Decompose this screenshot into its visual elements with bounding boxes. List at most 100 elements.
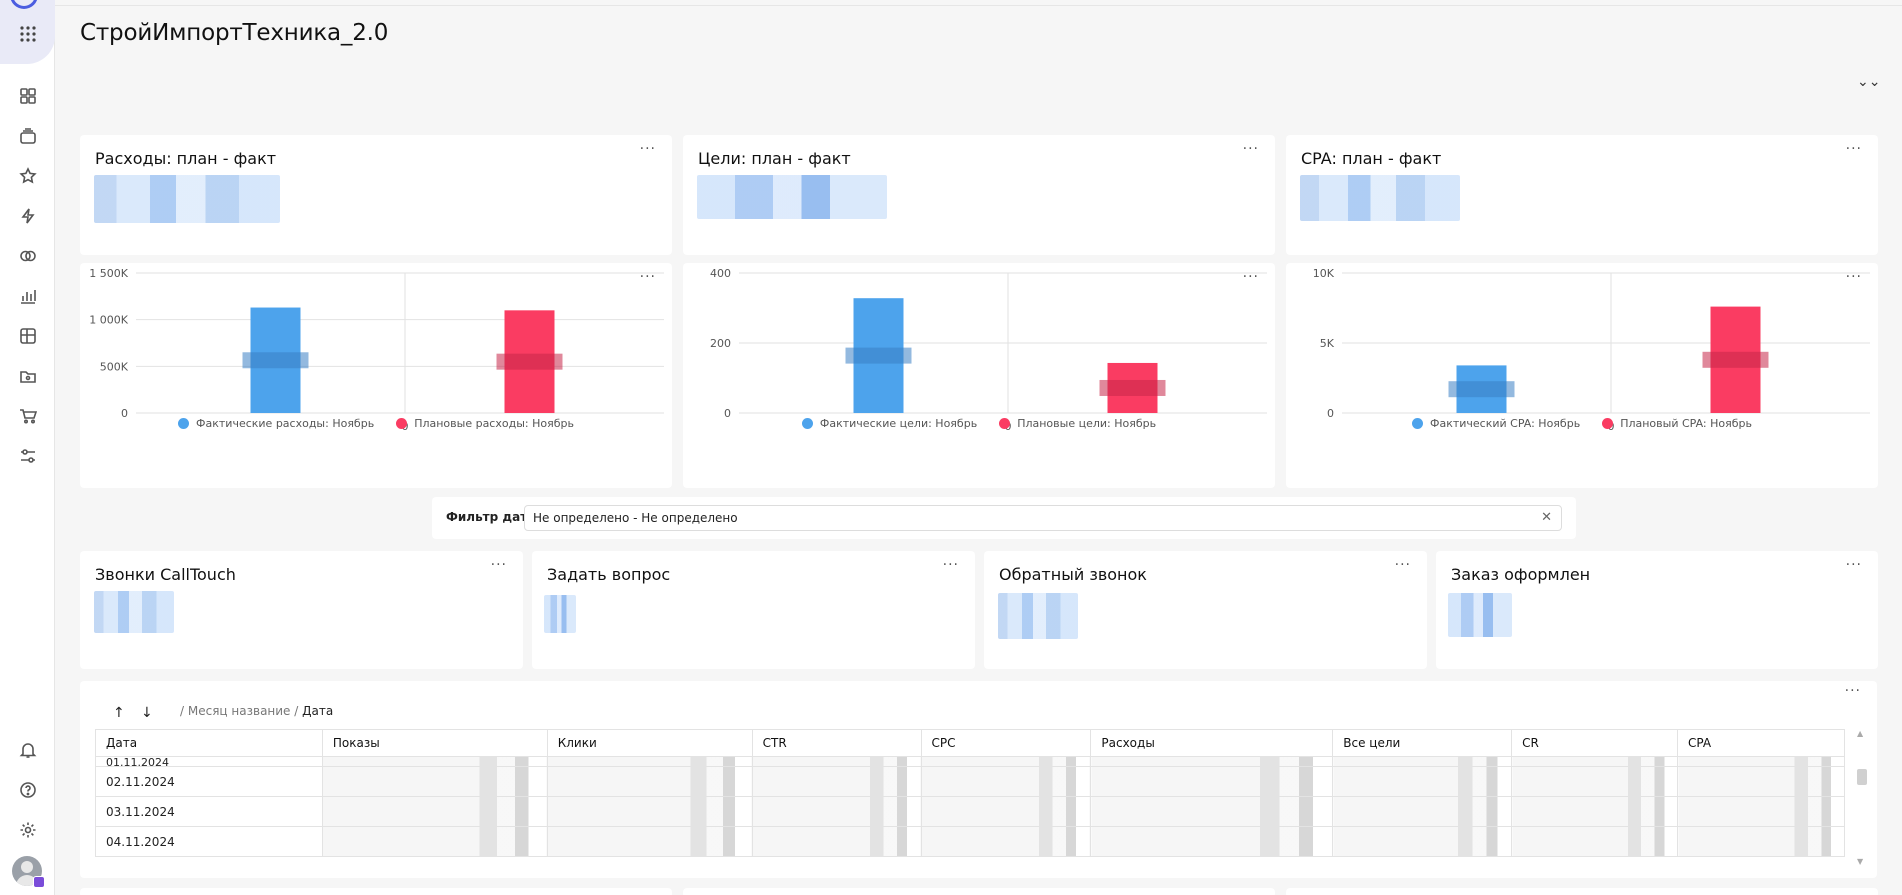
goal-card-callback: Обратный звонок ··· — [984, 551, 1427, 669]
top-divider — [55, 5, 1902, 6]
masked-value — [1448, 593, 1512, 637]
scrollbar-thumb[interactable] — [1857, 769, 1867, 785]
masked-data-label — [845, 347, 912, 364]
legend-item[interactable]: Плановые расходы: Ноябрь — [396, 417, 574, 430]
column-header[interactable]: Клики — [546, 729, 753, 757]
breadcrumb-date: Дата — [302, 704, 334, 718]
column-header[interactable]: Дата — [95, 729, 323, 757]
chart-card-cpa: ··· 10K5K00 Фактический CPA: Ноябрь План… — [1286, 263, 1878, 488]
masked-data-label — [1702, 351, 1769, 368]
bell-icon[interactable] — [18, 740, 38, 760]
legend-label: Фактический CPA: Ноябрь — [1430, 417, 1581, 430]
legend-item[interactable]: Фактический CPA: Ноябрь — [1412, 417, 1580, 430]
kpi-card-goals: Цели: план - факт ··· — [683, 135, 1275, 255]
more-menu-button[interactable]: ··· — [1845, 141, 1862, 157]
gear-icon[interactable] — [18, 820, 38, 840]
masked-cell — [921, 826, 1092, 857]
more-menu-button[interactable]: ··· — [639, 141, 656, 157]
legend-dot — [178, 418, 190, 429]
clear-icon[interactable]: ✕ — [1541, 510, 1552, 525]
masked-cell — [752, 826, 922, 857]
legend-label: Плановый CPA: Ноябрь — [1620, 417, 1752, 430]
stats-table-card: ··· ↑ ↓ / Месяц название / Дата Дата Пок… — [80, 681, 1877, 878]
column-header[interactable]: CR — [1511, 729, 1679, 757]
masked-cell — [547, 756, 753, 767]
masked-data-label — [496, 353, 563, 370]
legend-item[interactable]: Фактические расходы: Ноябрь — [178, 417, 374, 430]
cart-icon[interactable] — [18, 406, 38, 426]
masked-cell — [322, 766, 548, 797]
masked-cell — [1677, 826, 1845, 857]
y-tick-label: 1 500K — [89, 267, 128, 280]
legend-item[interactable]: Плановый CPA: Ноябрь — [1602, 417, 1752, 430]
dashboard-icon[interactable] — [18, 86, 38, 106]
apps-grid-icon[interactable] — [18, 24, 38, 44]
legend-dot — [1602, 418, 1614, 429]
masked-cell — [921, 766, 1092, 797]
masked-cell — [1511, 796, 1679, 827]
more-menu-button[interactable]: ··· — [490, 557, 507, 573]
table-header-row: Дата Показы Клики CTR CPC Расходы Все це… — [95, 729, 1845, 757]
legend-dot — [999, 418, 1011, 429]
column-header[interactable]: CTR — [751, 729, 922, 757]
kpi-card-title: Цели: план - факт — [698, 149, 851, 168]
date-range-input[interactable]: Не определено - Не определено ✕ — [524, 505, 1562, 531]
column-header[interactable]: CPC — [920, 729, 1092, 757]
y-tick-label: 10K — [1313, 267, 1335, 280]
chart-icon[interactable] — [18, 286, 38, 306]
breadcrumb-separator: / — [294, 704, 299, 718]
masked-cell — [1090, 766, 1334, 797]
column-header[interactable]: Показы — [321, 729, 548, 757]
sliders-icon[interactable] — [18, 446, 38, 466]
legend-item[interactable]: Фактические цели: Ноябрь — [801, 417, 977, 430]
goal-card-title: Обратный звонок — [999, 565, 1147, 584]
more-menu-button[interactable]: ··· — [1242, 141, 1259, 157]
goal-card-calltouch: Звонки CallTouch ··· — [80, 551, 523, 669]
folder-icon[interactable] — [18, 366, 38, 386]
y-tick-label: 5K — [1320, 337, 1335, 350]
table-row[interactable]: 01.11.2024 — [95, 756, 1845, 767]
goal-card-question: Задать вопрос ··· — [532, 551, 975, 669]
table-row[interactable]: 03.11.2024 — [95, 796, 1845, 827]
table-row[interactable]: 04.11.2024 — [95, 826, 1845, 857]
breadcrumb-month[interactable]: Месяц название — [187, 704, 291, 718]
next-card — [1286, 888, 1878, 895]
masked-cell — [1332, 766, 1513, 797]
more-menu-button[interactable]: ··· — [942, 557, 959, 573]
column-header[interactable]: CPA — [1677, 729, 1845, 757]
masked-cell — [547, 766, 753, 797]
more-menu-button[interactable]: ··· — [1844, 683, 1861, 699]
sort-descending-icon[interactable]: ↓ — [141, 705, 153, 721]
chart-legend: Фактический CPA: Ноябрь Плановый CPA: Но… — [1286, 417, 1878, 430]
collections-icon[interactable] — [18, 126, 38, 146]
column-header[interactable]: Все цели — [1332, 729, 1513, 757]
more-menu-button[interactable]: ··· — [1845, 557, 1862, 573]
masked-cell — [1677, 796, 1845, 827]
scroll-down-icon[interactable]: ▼ — [1857, 857, 1864, 866]
logo[interactable] — [0, 0, 55, 64]
table-viewport: Дата Показы Клики CTR CPC Расходы Все це… — [95, 729, 1845, 867]
lightning-icon[interactable] — [18, 206, 38, 226]
double-chevron-down-icon[interactable]: ⌄⌄ — [1857, 74, 1881, 90]
table-row[interactable]: 02.11.2024 — [95, 766, 1845, 797]
star-icon[interactable] — [18, 166, 38, 186]
rings-icon[interactable] — [18, 246, 38, 266]
legend-item[interactable]: Плановые цели: Ноябрь — [999, 417, 1156, 430]
help-icon[interactable] — [18, 780, 38, 800]
page-title: СтройИмпортТехника_2.0 — [80, 20, 389, 46]
column-header[interactable]: Расходы — [1090, 729, 1334, 757]
y-tick-label: 0 — [121, 407, 128, 420]
scroll-up-icon[interactable]: ▲ — [1857, 729, 1864, 738]
table-scrollbar[interactable]: ▲ ▼ — [1855, 729, 1869, 869]
masked-cell — [322, 756, 548, 767]
sort-ascending-icon[interactable]: ↑ — [113, 705, 125, 721]
masked-value — [697, 175, 887, 219]
table-icon[interactable] — [18, 326, 38, 346]
masked-cell — [1677, 756, 1845, 767]
chart-legend: Фактические цели: Ноябрь Плановые цели: … — [683, 417, 1275, 430]
date-cell: 03.11.2024 — [95, 796, 323, 827]
more-menu-button[interactable]: ··· — [1394, 557, 1411, 573]
masked-cell — [322, 796, 548, 827]
legend-label: Плановые расходы: Ноябрь — [414, 417, 574, 430]
